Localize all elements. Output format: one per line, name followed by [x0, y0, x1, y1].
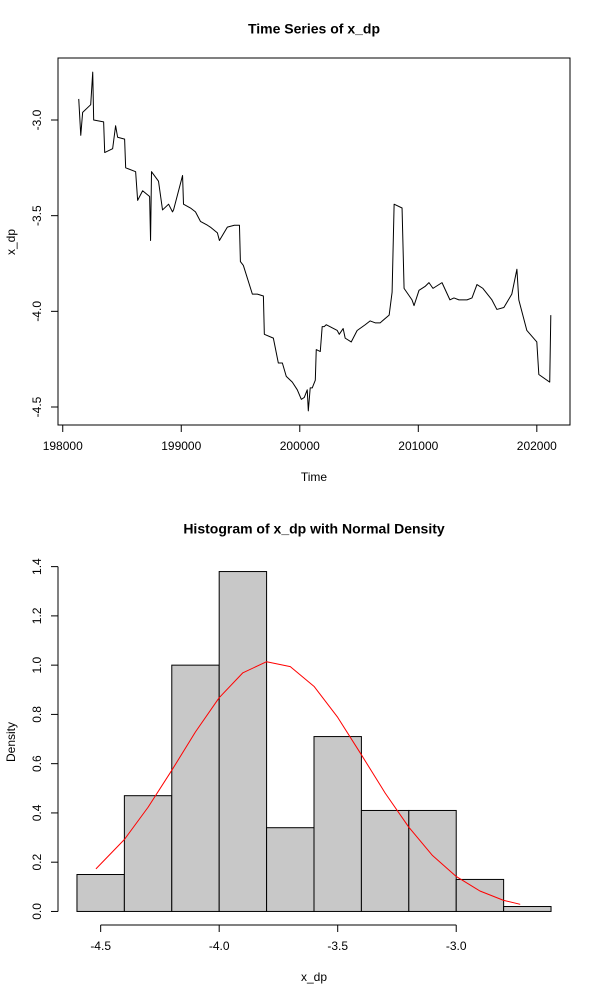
plot-box	[57, 57, 571, 426]
density-curve	[95, 661, 521, 905]
y-tick-label: 1.4	[30, 558, 44, 575]
x-tick-label: -3.0	[446, 939, 467, 953]
histogram-bar	[76, 874, 125, 912]
x-tick-label: -4.0	[209, 939, 230, 953]
y-tick-label: 0.0	[30, 903, 44, 920]
y-axis-label: x_dp	[4, 229, 18, 255]
histogram-bar	[455, 878, 505, 912]
y-tick-label: -3.5	[30, 205, 44, 226]
histogram-bar	[408, 809, 457, 912]
histogram-bar	[266, 827, 315, 912]
histogram-bar	[313, 736, 362, 912]
chart-title: Time Series of x_dp	[248, 21, 380, 37]
histogram-bar	[171, 664, 220, 912]
x-tick-label: -4.5	[90, 939, 111, 953]
y-tick-label: 1.2	[30, 607, 44, 624]
histogram-bar	[503, 906, 552, 912]
y-tick-label: 0.4	[30, 804, 44, 821]
x-axis-label: x_dp	[301, 970, 327, 984]
x-tick-label: -3.5	[327, 939, 348, 953]
chart-title: Histogram of x_dp with Normal Density	[183, 521, 445, 537]
x-tick-label: 200000	[280, 439, 320, 453]
y-tick-label: -4.0	[30, 301, 44, 322]
x-tick-label: 202000	[517, 439, 557, 453]
x-axis-label: Time	[301, 470, 328, 484]
y-tick-label: -4.5	[30, 396, 44, 417]
y-tick-label: 0.6	[30, 755, 44, 772]
series-line	[78, 71, 552, 412]
x-tick-label: 199000	[161, 439, 201, 453]
y-tick-label: 1.0	[30, 656, 44, 673]
histogram-bar	[360, 809, 410, 912]
y-tick-label: 0.2	[30, 854, 44, 871]
histogram-bar	[123, 795, 173, 912]
x-tick-label: 198000	[43, 439, 83, 453]
y-tick-label: -3.0	[30, 109, 44, 130]
y-tick-label: 0.8	[30, 706, 44, 723]
y-axis-label: Density	[4, 722, 18, 762]
histogram-bar	[218, 571, 268, 912]
x-tick-label: 201000	[398, 439, 438, 453]
